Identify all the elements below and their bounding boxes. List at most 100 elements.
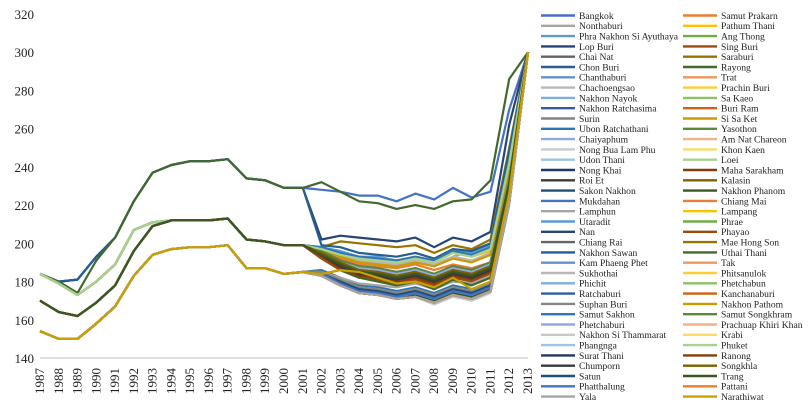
legend-label: Phatthalung <box>579 382 625 393</box>
series-line-74 <box>39 52 530 340</box>
legend-label: Utaradit <box>579 217 611 228</box>
x-tick-label: 2011 <box>482 368 497 394</box>
legend-label: Nakhon Phanom <box>721 186 786 197</box>
legend-label: Sing Buri <box>721 42 758 53</box>
legend-label: Lampang <box>721 207 757 218</box>
legend-label: Surat Thani <box>579 351 624 362</box>
x-tick-label: 1989 <box>70 368 85 394</box>
legend-label: Nakhon Ratchasima <box>579 104 657 115</box>
series-line-67 <box>39 52 530 318</box>
legend-label: Satun <box>579 371 601 382</box>
x-tick-label: 1995 <box>182 368 197 394</box>
legend-label: Songkhla <box>721 361 758 372</box>
legend-label: Surin <box>579 114 600 125</box>
legend-label: Pathum Thani <box>721 21 775 32</box>
legend-label: Chiang Mai <box>721 196 767 207</box>
legend-label: Phetchaburi <box>579 320 625 331</box>
x-tick-label: 2006 <box>389 368 404 395</box>
x-tick-label: 2004 <box>351 368 366 395</box>
x-tick-label: 1987 <box>32 368 47 395</box>
legend-label: Phuket <box>721 341 748 352</box>
x-tick-label: 1988 <box>51 368 66 394</box>
legend-label: Maha Sarakham <box>721 165 784 176</box>
legend-label: Ang Thong <box>721 32 765 43</box>
legend-label: Chaiyaphum <box>579 135 629 146</box>
x-tick-label: 2003 <box>332 368 347 394</box>
legend-label: Ranong <box>721 351 751 362</box>
x-tick-label: 2001 <box>295 368 310 394</box>
legend-label: Phangnga <box>579 341 618 352</box>
legend-label: Samut Songkhram <box>721 310 793 321</box>
legend-label: Chiang Rai <box>579 238 623 249</box>
legend-label: Yala <box>579 392 597 403</box>
legend-label: Khon Kaen <box>721 145 765 156</box>
legend-label: Narathiwat <box>721 392 764 403</box>
x-tick-label: 1999 <box>257 368 272 394</box>
y-tick-label: 180 <box>15 275 35 290</box>
legend-label: Nan <box>579 227 595 238</box>
x-tick-label: 2007 <box>407 368 422 395</box>
x-axis-tick-labels: 1987 1988 1989 1990 1991 1992 1993 1994 1995 1996… <box>32 368 535 395</box>
legend-label: Bangkok <box>579 11 614 22</box>
legend-label: Saraburi <box>721 52 754 63</box>
legend-label: Phitsanulok <box>721 268 767 279</box>
x-tick-label: 1994 <box>163 368 178 395</box>
legend-label: Lamphun <box>579 207 616 218</box>
legend-label: Sakon Nakhon <box>579 186 636 197</box>
legend-label: Kam Phaeng Phet <box>579 258 648 269</box>
y-tick-label: 300 <box>15 45 35 60</box>
x-tick-label: 1998 <box>238 368 253 394</box>
legend-label: Buri Ram <box>721 104 759 115</box>
legend-label: Ubon Ratchathani <box>579 124 649 135</box>
legend-label: Lop Buri <box>579 42 614 53</box>
x-tick-label: 2005 <box>370 368 385 394</box>
legend-label: Krabi <box>721 330 743 341</box>
legend-label: Nakhon Nayok <box>579 93 638 104</box>
legend-label: Phrae <box>721 217 743 228</box>
legend-label: Chon Buri <box>579 62 620 73</box>
legend-label: Si Sa Ket <box>721 114 758 125</box>
y-axis-tick-labels: 140 160 180 200 220 240 260 280 300 320 <box>15 7 35 366</box>
x-tick-label: 2012 <box>501 368 516 394</box>
x-tick-label: 2000 <box>276 368 291 394</box>
legend-label: Uthai Thani <box>721 248 767 259</box>
series-line-0 <box>39 51 530 283</box>
legend-label: Roi Et <box>579 176 604 187</box>
series-line-10 <box>39 51 530 283</box>
series-lines <box>39 51 530 340</box>
legend-label: Tak <box>721 258 735 269</box>
legend-label: Sa Kaeo <box>721 93 753 104</box>
y-tick-label: 200 <box>15 236 35 251</box>
series-line-71 <box>39 52 530 318</box>
x-tick-label: 1993 <box>145 368 160 394</box>
legend-label: Phichit <box>579 279 607 290</box>
x-tick-label: 1996 <box>201 368 216 395</box>
x-tick-label: 1990 <box>88 368 103 394</box>
legend-label: Ratchaburi <box>579 289 621 300</box>
legend-label: Udon Thani <box>579 155 625 166</box>
legend-label: Am Nat Chareon <box>721 135 787 146</box>
x-tick-label: 2009 <box>445 368 460 394</box>
x-tick-label: 2013 <box>520 368 535 394</box>
legend-label: Chumporn <box>579 361 620 372</box>
legend-label: Prachuap Khiri Khan <box>721 320 803 331</box>
x-tick-label: 2010 <box>464 368 479 394</box>
legend-label: Samut Sakhon <box>579 310 635 321</box>
legend-label: Nakhon Sawan <box>579 248 638 259</box>
legend-label: Nonthaburi <box>579 21 623 32</box>
y-tick-label: 240 <box>15 160 35 175</box>
legend-label: Sukhothai <box>579 268 618 279</box>
legend: Bangkok Samut Prakarn Nonthaburi Pathum Tha… <box>541 11 803 403</box>
legend-label: Kalasin <box>721 176 751 187</box>
legend-label: Nong Khai <box>579 165 622 176</box>
series-line-11 <box>39 51 529 295</box>
legend-label: Chachoengsao <box>579 83 635 94</box>
legend-label: Trat <box>721 73 737 84</box>
legend-label: Phetchabun <box>721 279 766 290</box>
legend-label: Trang <box>721 371 744 382</box>
legend-label: Chai Nat <box>579 52 614 63</box>
legend-label: Loei <box>721 155 739 166</box>
legend-label: Yasothon <box>721 124 757 135</box>
series-line-6 <box>39 51 530 283</box>
